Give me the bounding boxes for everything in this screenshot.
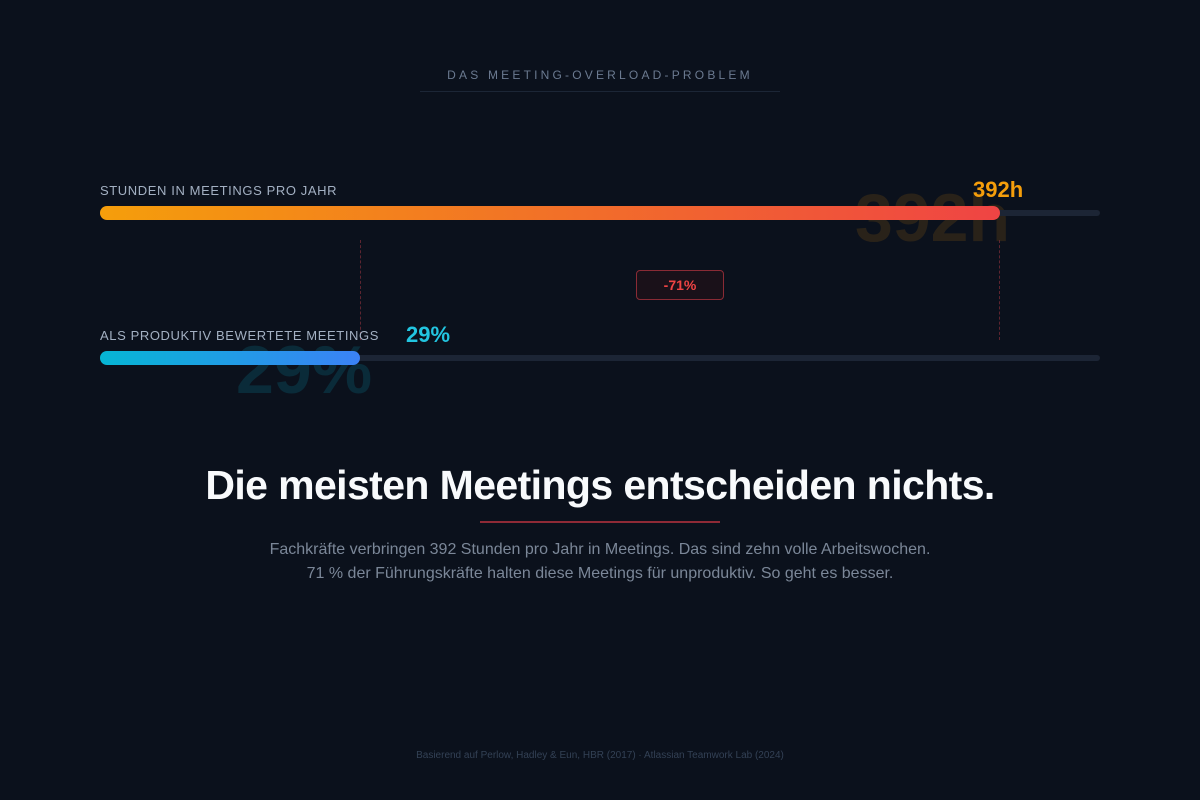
- delta-badge: -71%: [636, 270, 724, 300]
- bar-productive-ghost-value: 29%: [236, 332, 373, 408]
- headline-underline: [480, 521, 720, 523]
- subtext-line-1: Fachkräfte verbringen 392 Stunden pro Ja…: [269, 541, 931, 558]
- eyebrow-title: DAS MEETING-OVERLOAD-PROBLEM: [447, 68, 753, 82]
- bar-productive-fill: [100, 351, 360, 365]
- connector-line-left: [360, 240, 361, 340]
- connector-line-right: [999, 240, 1000, 340]
- bar-hours-label: STUNDEN IN MEETINGS PRO JAHR: [100, 183, 338, 198]
- subtext-line-2: 71 % der Führungskräfte halten diese Mee…: [306, 565, 894, 582]
- bar-productive-value: 29%: [406, 322, 451, 347]
- headline: Die meisten Meetings entscheiden nichts.: [205, 462, 995, 508]
- bar-productive: 29% ALS PRODUKTIV BEWERTETE MEETINGS 29%: [100, 322, 1100, 404]
- eyebrow-divider: [420, 91, 780, 92]
- source-note: Basierend auf Perlow, Hadley & Eun, HBR …: [416, 750, 784, 761]
- bar-hours-value: 392h: [973, 177, 1024, 202]
- bar-productive-label: ALS PRODUKTIV BEWERTETE MEETINGS: [100, 328, 380, 343]
- bar-productive-track: [100, 355, 1100, 361]
- bar-hours-fill: [100, 206, 1000, 220]
- bar-hours: 392h STUNDEN IN MEETINGS PRO JAHR 392h: [100, 177, 1100, 252]
